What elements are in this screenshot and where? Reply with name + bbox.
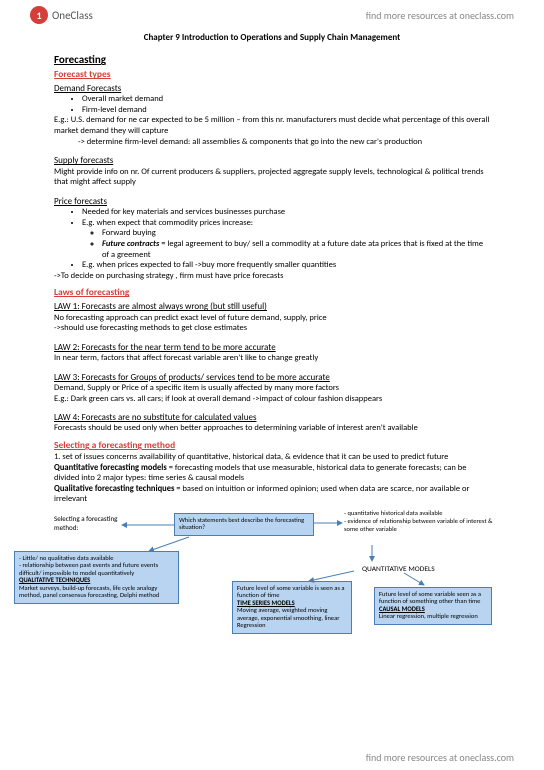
timeseries-box: Future level of some variable is seen as… <box>232 581 352 634</box>
heading-demand: Demand Forecasts <box>54 83 490 94</box>
law-heading: LAW 2: Forecasts for the near term tend … <box>54 342 490 353</box>
paragraph: E.g.: Dark green cars vs. all cars; if l… <box>54 394 490 405</box>
document-body: Chapter 9 Introduction to Operations and… <box>0 32 544 659</box>
paragraph: In near term, factors that affect foreca… <box>54 353 490 364</box>
heading-forecast-types: Forecast types <box>54 69 490 81</box>
selection-diagram: Selecting a forecasting method: Which st… <box>54 509 490 659</box>
causal-box: Future level of some variable seen as a … <box>374 587 492 625</box>
term: Qualitative forecasting techniques <box>54 484 174 494</box>
logo-text: OneClass <box>52 9 93 22</box>
paragraph: ->should use forecasting methods to get … <box>54 323 490 334</box>
footer-tagline: find more resources at oneclass.com <box>366 751 514 764</box>
bullet: Needed for key materials and services bu… <box>82 207 490 218</box>
bullet: Forward buying <box>102 228 490 239</box>
paragraph: Forecasts should be used only when bette… <box>54 423 490 434</box>
bullet: E.g. when prices expected to fall ->buy … <box>82 260 490 271</box>
qualitative-box: - Little/ no qualitative data available-… <box>14 551 179 604</box>
term: Quantitative forecasting models <box>54 463 167 473</box>
chapter-title: Chapter 9 Introduction to Operations and… <box>54 32 490 43</box>
bullet: Firm-level demand <box>82 105 490 116</box>
law-heading: LAW 4: Forecasts are no substitute for c… <box>54 412 490 423</box>
heading-selecting: Selecting a forecasting method <box>54 440 490 452</box>
law-heading: LAW 1: Forecasts are almost always wrong… <box>54 301 490 312</box>
diagram-label: Selecting a forecasting method: <box>54 515 124 533</box>
note-box: - quantitative historical data available… <box>344 509 494 533</box>
paragraph: Demand, Supply or Price of a specific it… <box>54 383 490 394</box>
paragraph: Might provide info on nr. Of current pro… <box>54 167 490 188</box>
definition: = legal agreement to buy/ sell a commodi… <box>102 239 483 260</box>
heading-price: Price forecasts <box>54 196 490 207</box>
paragraph: -> determine firm-level demand: all asse… <box>78 137 490 148</box>
bullet: E.g. when expect that commodity prices i… <box>82 218 490 229</box>
term: Future contracts <box>102 239 159 249</box>
paragraph: 1. set of issues concerns availability o… <box>54 452 490 463</box>
question-box: Which statements best describe the forec… <box>174 513 314 536</box>
page-header: 1 OneClass find more resources at onecla… <box>0 0 544 28</box>
paragraph: Quantitative forecasting models = foreca… <box>54 463 490 484</box>
header-tagline: find more resources at oneclass.com <box>366 9 514 22</box>
paragraph: No forecasting approach can predict exac… <box>54 313 490 324</box>
paragraph: E.g.: U.S. demand for ne car expected to… <box>54 115 490 136</box>
law-heading: LAW 3: Forecasts for Groups of products/… <box>54 372 490 383</box>
bullet: Overall market demand <box>82 94 490 105</box>
heading-laws: Laws of forecasting <box>54 287 490 299</box>
heading-supply: Supply forecasts <box>54 155 490 166</box>
logo-icon: 1 <box>30 6 48 24</box>
paragraph: ->To decide on purchasing strategy , fir… <box>54 271 490 282</box>
heading-forecasting: Forecasting <box>54 53 490 67</box>
logo: 1 OneClass <box>30 6 93 24</box>
bullet: Future contracts = legal agreement to bu… <box>102 239 490 260</box>
quant-label: QUANTITATIVE MODELS <box>362 565 435 574</box>
paragraph: Qualitative forecasting techniques = bas… <box>54 484 490 505</box>
